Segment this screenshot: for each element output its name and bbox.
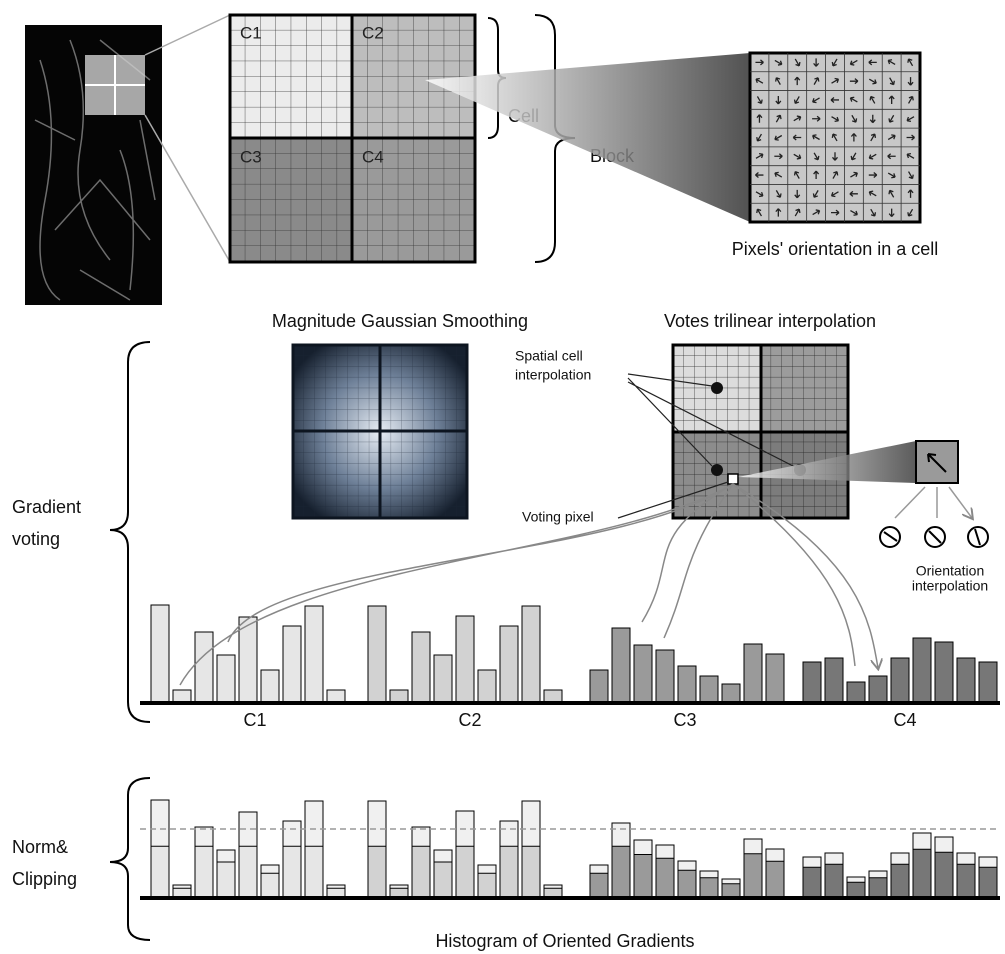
hist-bar bbox=[368, 606, 386, 703]
hist-bar bbox=[434, 655, 452, 703]
hist-bar bbox=[368, 846, 386, 898]
hist-bar bbox=[261, 670, 279, 703]
voting-label: voting bbox=[12, 529, 60, 549]
hist-bar bbox=[700, 676, 718, 703]
hist-bar bbox=[678, 666, 696, 703]
hist-bar bbox=[935, 852, 953, 898]
hist-bar bbox=[612, 628, 630, 703]
hist-bar bbox=[434, 862, 452, 898]
hist-bar bbox=[744, 644, 762, 703]
hist-bar bbox=[957, 658, 975, 703]
edge-image bbox=[25, 15, 230, 305]
hist-bar bbox=[847, 882, 865, 898]
hist-bar bbox=[803, 867, 821, 898]
norm-brace bbox=[110, 778, 150, 940]
page: {"block_diagram": {"cell_labels": ["C1",… bbox=[0, 0, 1005, 954]
hist-bar bbox=[590, 670, 608, 703]
hist-bar bbox=[935, 642, 953, 703]
hist-bar bbox=[217, 655, 235, 703]
hist-bar bbox=[847, 682, 865, 703]
hist-bar bbox=[500, 626, 518, 703]
norm-label: Norm& bbox=[12, 837, 68, 857]
hist-bar bbox=[612, 846, 630, 898]
hist-bar bbox=[825, 864, 843, 898]
pixel-grid bbox=[750, 53, 920, 222]
hist-bar bbox=[979, 867, 997, 898]
hist-bar bbox=[869, 878, 887, 898]
hist-bar bbox=[283, 846, 301, 898]
hist-bar bbox=[522, 606, 540, 703]
hist-bar bbox=[590, 873, 608, 898]
gaussian-image bbox=[293, 345, 467, 518]
hist-bar bbox=[979, 662, 997, 703]
votes-title: Votes trilinear interpolation bbox=[664, 311, 876, 331]
hist-bar bbox=[722, 684, 740, 703]
hist-bar bbox=[957, 864, 975, 898]
hist-bar bbox=[869, 676, 887, 703]
hist-bar bbox=[913, 638, 931, 703]
hist-label: C1 bbox=[243, 710, 266, 730]
hist-bar bbox=[217, 862, 235, 898]
hist-bar bbox=[305, 606, 323, 703]
hist-label: C3 bbox=[673, 710, 696, 730]
hist-label: C4 bbox=[893, 710, 916, 730]
voting-histogram bbox=[140, 605, 1000, 703]
hist-bar bbox=[412, 632, 430, 703]
hist-bar bbox=[803, 662, 821, 703]
hist-bar bbox=[891, 864, 909, 898]
pixel-caption: Pixels' orientation in a cell bbox=[732, 239, 939, 259]
norm-caption: Histogram of Oriented Gradients bbox=[435, 931, 694, 951]
norm-histogram bbox=[140, 800, 1000, 898]
block-grid: C1 C2 C3 C4 bbox=[230, 15, 475, 262]
orientation-text: interpolation bbox=[912, 578, 988, 594]
hist-bar bbox=[456, 846, 474, 898]
spatial-text: interpolation bbox=[515, 367, 591, 383]
hist-label: C2 bbox=[458, 710, 481, 730]
hist-bar bbox=[283, 626, 301, 703]
votes-grid bbox=[673, 345, 848, 518]
hist-bar bbox=[891, 658, 909, 703]
hist-bar bbox=[305, 846, 323, 898]
cell-label: C4 bbox=[362, 147, 384, 166]
hist-bar bbox=[456, 616, 474, 703]
voting-pixel-text: Voting pixel bbox=[522, 509, 594, 525]
hist-bar bbox=[500, 846, 518, 898]
hist-bar bbox=[656, 650, 674, 703]
hist-bar bbox=[151, 605, 169, 703]
gaussian-title: Magnitude Gaussian Smoothing bbox=[272, 311, 528, 331]
hist-bar bbox=[913, 849, 931, 898]
hist-bar bbox=[261, 873, 279, 898]
cell-label: C3 bbox=[240, 147, 262, 166]
hist-bar bbox=[239, 617, 257, 703]
spatial-text: Spatial cell bbox=[515, 348, 583, 364]
cell-label: C2 bbox=[362, 23, 384, 42]
voting-brace bbox=[110, 342, 150, 722]
hist-bar bbox=[744, 854, 762, 898]
norm-label: Clipping bbox=[12, 869, 77, 889]
hist-bar bbox=[478, 670, 496, 703]
hist-bar bbox=[634, 855, 652, 899]
hist-bar bbox=[678, 870, 696, 898]
diagram: C1 C2 C3 C4 Cell Block Pixels' orientati… bbox=[0, 0, 1005, 954]
hist-bar bbox=[634, 645, 652, 703]
hist-bar bbox=[722, 884, 740, 898]
hist-bar bbox=[825, 658, 843, 703]
hist-bar bbox=[151, 846, 169, 898]
hist-bar bbox=[239, 846, 257, 898]
hist-bar bbox=[412, 846, 430, 898]
hist-bar bbox=[195, 846, 213, 898]
hist-bar bbox=[700, 878, 718, 898]
voting-label: Gradient bbox=[12, 497, 81, 517]
hist-bar bbox=[478, 873, 496, 898]
hist-bar bbox=[656, 858, 674, 898]
cell-label: C1 bbox=[240, 23, 262, 42]
hist-bar bbox=[522, 846, 540, 898]
orientation-text: Orientation bbox=[916, 563, 984, 579]
hist-bar bbox=[195, 632, 213, 703]
hist-bar bbox=[766, 654, 784, 703]
hist-bar bbox=[766, 861, 784, 898]
